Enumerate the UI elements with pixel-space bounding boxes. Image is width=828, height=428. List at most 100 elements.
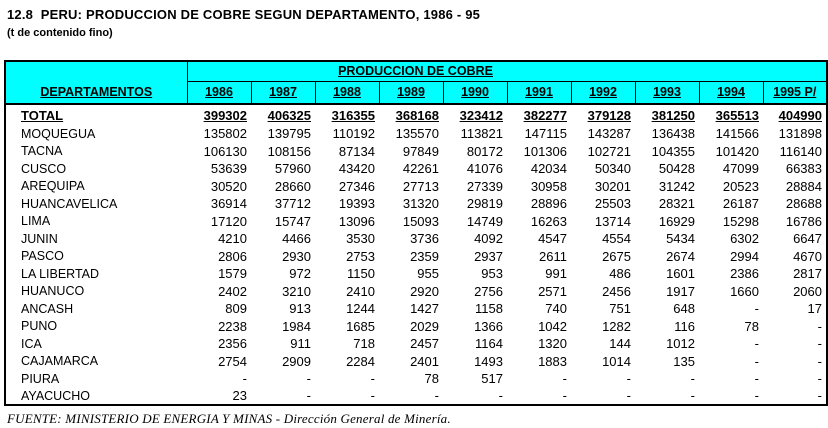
dept-cell: TOTAL [21,107,64,123]
value-cell: 4466 [282,231,311,247]
value-cell: 913 [289,301,311,317]
value-cell: 113821 [460,126,503,142]
value-cell: 3530 [346,231,375,247]
value-cell: 2994 [730,248,759,264]
value-cell: 30958 [530,178,567,194]
value-cell: 47099 [722,161,759,177]
value-cell: 116 [674,318,695,334]
value-cell: 14749 [466,213,503,229]
value-cell: 31242 [658,178,695,194]
value-cell: 80172 [466,143,503,159]
value-cell: 16786 [785,213,822,229]
value-cell: - [754,353,759,369]
value-cell: 141566 [715,126,759,142]
dept-cell: AREQUIPA [21,179,85,193]
value-cell: 382277 [523,107,567,123]
value-cell: 2754 [218,353,247,369]
table-body: TOTAL 399302 406325 316355 368168 323412 38227… [5,104,827,405]
value-cell: 1660 [730,283,759,299]
value-cell: 1150 [347,266,375,282]
value-cell: - [817,371,822,387]
value-cell: 2386 [730,266,759,282]
year-column-header: 1988 [314,81,379,105]
value-cell: 50428 [658,161,695,177]
group-column-header: PRODUCCION DE COBRE [186,61,827,82]
value-cell: 1012 [666,336,695,352]
value-cell: 147115 [524,126,567,142]
value-cell: - [242,371,247,387]
year-column-header: 1990 [442,81,507,105]
dept-cell: PASCO [21,249,64,263]
value-cell: 2410 [346,283,375,299]
value-cell: 1158 [475,301,503,317]
value-cell: 2456 [602,283,631,299]
value-cell: 135 [673,353,695,369]
dept-cell: HUANUCO [21,284,85,298]
value-cell: 28896 [530,196,567,212]
value-cell: 2060 [793,283,822,299]
table-row: TACNA 106130 108156 87134 97849 80172 101306 10… [5,143,827,161]
table-row: AYACUCHO 23 - - - - - - - - - [5,388,827,406]
dept-cell: LIMA [21,214,51,228]
year-column-header: 1989 [378,81,443,105]
value-cell: 1164 [475,336,503,352]
year-column-header: 1993 [634,81,699,105]
value-cell: 31320 [402,196,439,212]
value-cell: 399302 [203,107,247,123]
table-row: ANCASH 809 913 1244 1427 1158 740 751 648 - 17 [5,300,827,318]
value-cell: 365513 [715,107,759,123]
value-cell: 26187 [722,196,759,212]
value-cell: 19393 [338,196,375,212]
table-row: HUANUCO 2402 3210 2410 2920 2756 2571 2456 1917 1… [5,283,827,301]
year-header-row: 1986 1987 1988 1989 1990 1991 1992 1993 1994 1995… [5,81,827,105]
value-cell: 1984 [282,318,311,334]
value-cell: 28688 [785,196,822,212]
value-cell: 406325 [267,107,311,123]
value-cell: 2029 [410,318,439,334]
value-cell: 2674 [666,248,695,264]
group-column-header-label: PRODUCCION DE COBRE [338,64,493,79]
value-cell: - [754,371,759,387]
year-column-header: 1986 [186,81,251,105]
value-cell: 2817 [793,266,822,282]
value-cell: 144 [609,336,631,352]
value-cell: 2756 [474,283,503,299]
table-row: PIURA - - - 78 517 - - - - - [5,370,827,388]
table-row: HUANCAVELICA 36914 37712 19393 31320 29819 288… [5,195,827,213]
value-cell: 2937 [474,248,503,264]
value-cell: 30201 [594,178,631,194]
table-header: DEPARTAMENTOS PRODUCCION DE COBRE 1986 19… [5,61,827,105]
value-cell: 323412 [459,107,503,123]
value-cell: 2402 [218,283,247,299]
value-cell: 78 [424,371,439,387]
value-cell: 97849 [402,143,439,159]
table-row: PUNO 2238 1984 1685 2029 1366 1042 1282 116 78 - [5,318,827,336]
value-cell: 101306 [523,143,567,159]
value-cell: 2806 [218,248,247,264]
value-cell: - [498,388,503,404]
value-cell: 1244 [346,301,375,317]
value-cell: 2457 [410,336,439,352]
value-cell: 15093 [402,213,439,229]
table-row: JUNIN 4210 4466 3530 3736 4092 4547 4554 5434 630… [5,230,827,248]
value-cell: 5434 [666,231,695,247]
value-cell: 102721 [587,143,631,159]
value-cell: - [562,371,567,387]
value-cell: - [817,388,822,404]
value-cell: 36914 [210,196,247,212]
value-cell: 15298 [722,213,759,229]
value-cell: 1917 [666,283,695,299]
table-row: CUSCO 53639 57960 43420 42261 41076 42034 50340… [5,160,827,178]
value-cell: 751 [609,301,631,317]
dept-cell: JUNIN [21,231,58,246]
value-cell: 42034 [530,161,567,177]
value-cell: - [626,371,631,387]
value-cell: 4210 [218,231,247,247]
value-cell: 1579 [218,266,247,282]
dept-cell: HUANCAVELICA [21,196,118,211]
value-cell: 740 [545,301,567,317]
dept-cell: TACNA [21,144,63,158]
value-cell: 6302 [730,231,759,247]
value-cell: 42261 [402,161,439,177]
dept-cell: MOQUEGUA [21,126,96,141]
